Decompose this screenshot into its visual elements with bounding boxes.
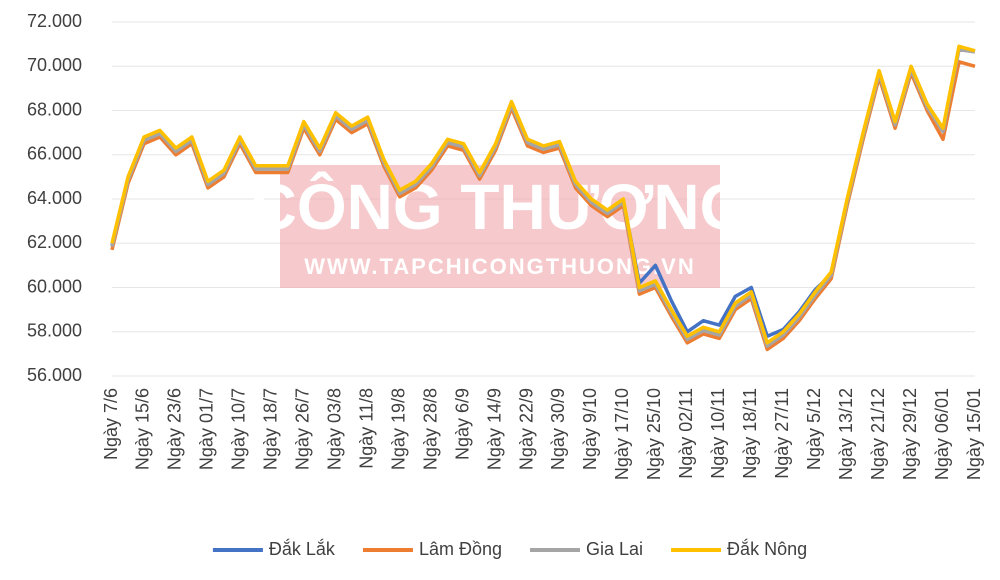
watermark-box xyxy=(280,165,720,288)
y-tick-label: 60.000 xyxy=(27,276,82,296)
x-tick-label: Ngày 5/12 xyxy=(804,388,824,470)
legend-item: Gia Lai xyxy=(530,539,643,559)
x-tick-label: Ngày 14/9 xyxy=(484,388,504,470)
x-tick-label: Ngày 18/7 xyxy=(261,388,281,470)
x-tick-label: Ngày 25/10 xyxy=(644,388,664,480)
x-tick-label: Ngày 15/6 xyxy=(133,388,153,470)
legend-label: Lâm Đồng xyxy=(419,539,502,559)
y-tick-label: 64.000 xyxy=(27,188,82,208)
x-tick-label: Ngày 6/9 xyxy=(452,388,472,460)
series-line xyxy=(110,44,976,345)
series-line xyxy=(110,47,976,348)
legend-item: Đắk Lắk xyxy=(212,538,336,559)
y-tick-label: 56.000 xyxy=(27,365,82,385)
y-tick-label: 66.000 xyxy=(27,144,82,164)
y-tick-label: 70.000 xyxy=(27,55,82,75)
series-line xyxy=(110,60,976,352)
x-tick-label: Ngày 26/7 xyxy=(293,388,313,470)
y-tick-label: 62.000 xyxy=(27,232,82,252)
watermark-title: CÔNG THƯƠNG xyxy=(251,170,750,243)
x-tick-label: Ngày 01/7 xyxy=(197,388,217,470)
x-tick-label: Ngày 29/12 xyxy=(900,388,920,480)
x-tick-label: Ngày 30/9 xyxy=(548,388,568,470)
x-tick-label: Ngày 06/01 xyxy=(932,388,952,480)
y-tick-label: 58.000 xyxy=(27,321,82,341)
x-tick-label: Ngày 19/8 xyxy=(388,388,408,470)
x-tick-label: Ngày 18/11 xyxy=(740,388,760,479)
legend-item: Lâm Đồng xyxy=(362,539,502,559)
x-tick-label: Ngày 27/11 xyxy=(772,388,792,479)
legend-item: Đắk Nông xyxy=(671,538,807,559)
x-tick-label: Ngày 13/12 xyxy=(836,388,856,480)
x-tick-label: Ngày 03/8 xyxy=(324,388,344,470)
x-tick-label: Ngày 9/10 xyxy=(580,388,600,470)
x-tick-label: Ngày 02/11 xyxy=(676,388,696,479)
x-tick-label: Ngày 11/8 xyxy=(356,388,376,469)
x-tick-label: Ngày 23/6 xyxy=(165,388,185,470)
watermark: CÔNG THƯƠNG WWW.TAPCHICONGTHUONG.VN xyxy=(251,165,750,288)
legend-label: Đắk Nông xyxy=(727,538,807,559)
y-tick-label: 68.000 xyxy=(27,99,82,119)
legend-label: Gia Lai xyxy=(586,539,643,559)
x-tick-label: Ngày 15/01 xyxy=(964,388,984,480)
x-tick-label: Ngày 10/11 xyxy=(708,388,728,479)
x-tick-label: Ngày 28/8 xyxy=(420,388,440,470)
x-tick-label: Ngày 10/7 xyxy=(229,388,249,470)
legend-label: Đắk Lắk xyxy=(269,538,336,559)
x-tick-label: Ngày 7/6 xyxy=(101,388,121,460)
x-tick-label: Ngày 21/12 xyxy=(868,388,888,480)
x-tick-label: Ngày 22/9 xyxy=(516,388,536,470)
y-tick-label: 72.000 xyxy=(27,11,82,31)
x-tick-label: Ngày 17/10 xyxy=(612,388,632,480)
watermark-url: WWW.TAPCHICONGTHUONG.VN xyxy=(304,254,695,279)
